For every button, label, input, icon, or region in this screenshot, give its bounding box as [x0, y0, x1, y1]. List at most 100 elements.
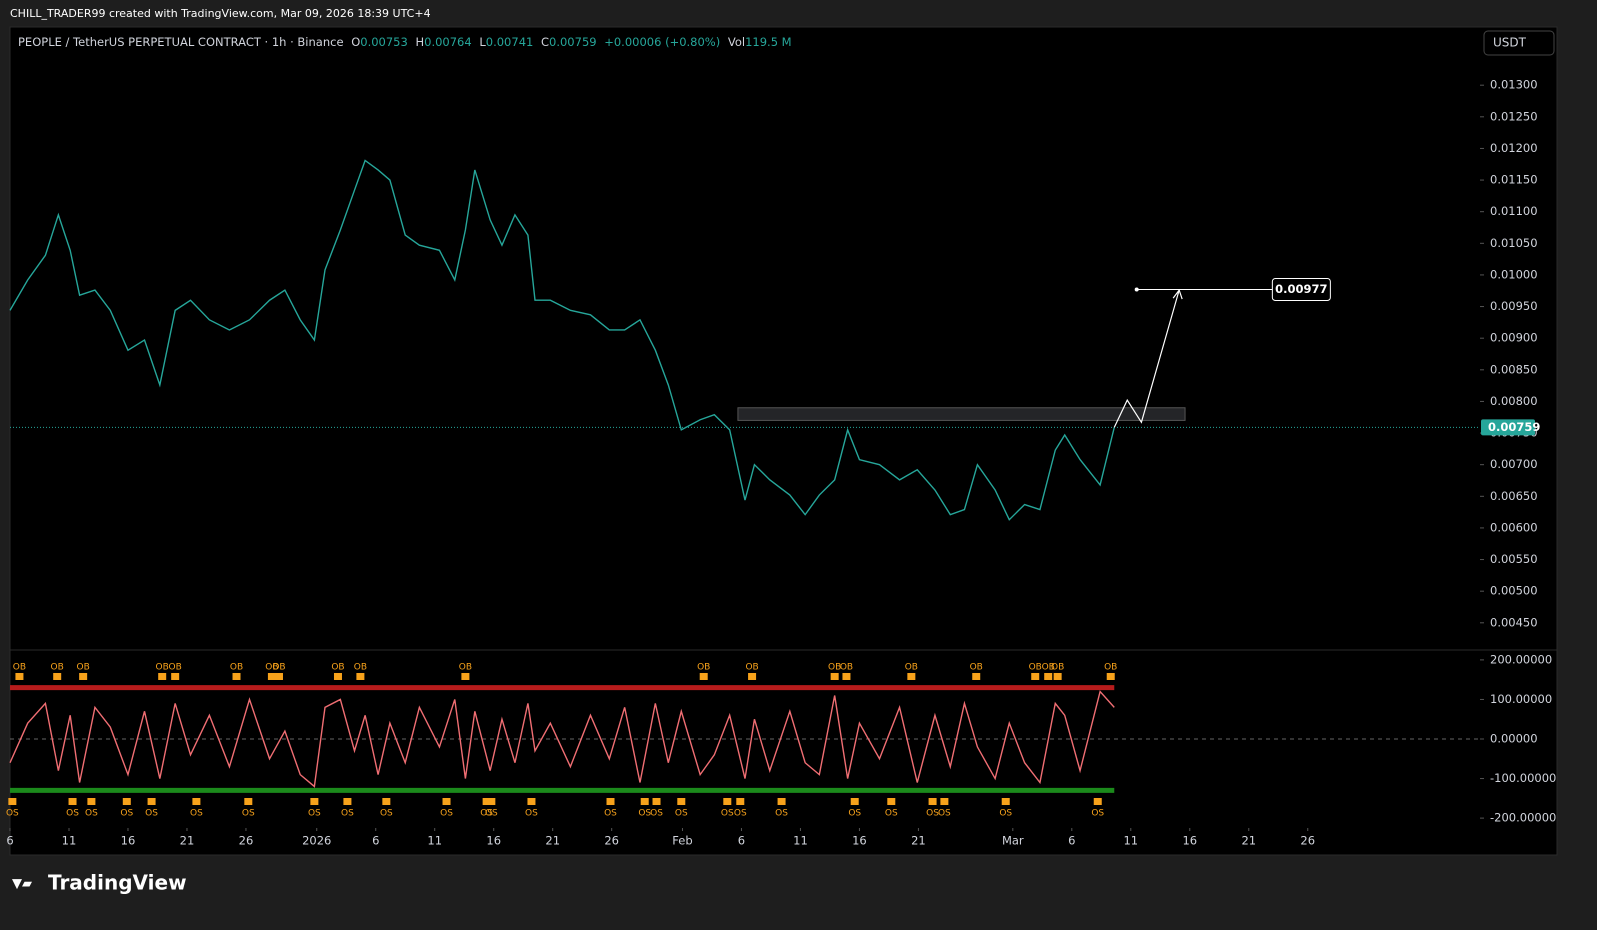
y-tick-label: 0.00850	[1490, 362, 1538, 376]
ob-marker	[972, 673, 981, 680]
ob-label: OB	[840, 663, 853, 673]
x-tick-label: 6	[372, 834, 379, 848]
os-label: OS	[721, 809, 734, 819]
l-value: 0.00741	[486, 35, 534, 49]
target-dot	[1134, 287, 1139, 292]
c-value: 0.00759	[549, 35, 597, 49]
os-marker	[640, 798, 649, 805]
x-tick-label: 16	[121, 834, 136, 848]
ob-label: OB	[156, 663, 169, 673]
os-label: OS	[775, 809, 788, 819]
ob-marker	[333, 673, 342, 680]
os-label: OS	[926, 809, 939, 819]
os-label: OS	[999, 809, 1012, 819]
os-label: OS	[145, 809, 158, 819]
os-label: OS	[341, 809, 354, 819]
vol-label: Vol	[728, 35, 745, 49]
y-tick-label: 0.01250	[1490, 109, 1538, 123]
h-label: H	[415, 35, 424, 49]
zone	[737, 407, 1186, 421]
os-marker	[122, 798, 131, 805]
ob-label: OB	[1029, 663, 1042, 673]
last-price-box	[1481, 419, 1535, 436]
os-marker	[928, 798, 937, 805]
brand: TradingView	[48, 871, 187, 895]
os-label: OS	[675, 809, 688, 819]
x-tick-label: 16	[1182, 834, 1197, 848]
y-tick-label: 0.00550	[1490, 552, 1538, 566]
os-marker	[940, 798, 949, 805]
y-tick-label: 0.00600	[1490, 520, 1538, 534]
os-marker	[8, 798, 17, 805]
x-tick-label: 6	[738, 834, 745, 848]
target-box	[1271, 277, 1331, 301]
ob-marker	[748, 673, 757, 680]
vol-value: 119.5 M	[745, 35, 792, 49]
ob-marker	[830, 673, 839, 680]
ob-label: OB	[1104, 663, 1117, 673]
x-tick-label: 26	[239, 834, 254, 848]
os-marker	[652, 798, 661, 805]
series-line	[9, 690, 1115, 788]
os-marker	[527, 798, 536, 805]
ob-marker	[158, 673, 167, 680]
x-tick-label: 11	[1123, 834, 1138, 848]
x-tick-label: 11	[427, 834, 442, 848]
y-tick-label: 0.00700	[1490, 457, 1538, 471]
os-marker	[606, 798, 615, 805]
last-price-label: 0.00759	[1488, 420, 1540, 434]
x-tick-label: 21	[180, 834, 195, 848]
ob-marker	[1044, 673, 1053, 680]
y-tick-label: 0.00000	[1490, 732, 1538, 746]
ob-label: OB	[697, 663, 710, 673]
x-tick-label: 16	[852, 834, 867, 848]
y-tick-label: 0.00800	[1490, 394, 1538, 408]
ob-marker	[53, 673, 62, 680]
x-tick-label: 6	[6, 834, 13, 848]
ob-marker	[1106, 673, 1115, 680]
ob-marker	[699, 673, 708, 680]
y-tick-label: 0.01100	[1490, 204, 1538, 218]
os-label: OS	[638, 809, 651, 819]
y-tick-label: 0.01050	[1490, 236, 1538, 250]
brand-logo: ▼▰	[12, 877, 32, 892]
c-label: C	[541, 35, 549, 49]
y-tick-label: 0.01000	[1490, 267, 1538, 281]
os-label: OS	[650, 809, 663, 819]
ob-marker	[171, 673, 180, 680]
os-label: OS	[85, 809, 98, 819]
os-label: OS	[380, 809, 393, 819]
os-marker	[382, 798, 391, 805]
h-value: 0.00764	[424, 35, 472, 49]
ob-label: OB	[970, 663, 983, 673]
y-tick-label: 0.01300	[1490, 78, 1538, 92]
ob-label: OB	[77, 663, 90, 673]
os-label: OS	[190, 809, 203, 819]
ob-label: OB	[272, 663, 285, 673]
chart-area	[9, 26, 1558, 856]
symbol: PEOPLE / TetherUS PERPETUAL CONTRACT · 1…	[18, 35, 344, 49]
os-marker	[68, 798, 77, 805]
os-label: OS	[604, 809, 617, 819]
y-tick-label: 0.01150	[1490, 173, 1538, 187]
x-tick-label: 6	[1068, 834, 1075, 848]
y-tick-label: 0.00900	[1490, 331, 1538, 345]
x-tick-label: 26	[1300, 834, 1315, 848]
currency[interactable]: USDT	[1493, 36, 1527, 50]
ob-marker	[15, 673, 24, 680]
x-tick-label: 26	[604, 834, 619, 848]
os-marker	[343, 798, 352, 805]
currency-button[interactable]	[1483, 30, 1555, 56]
ob-marker	[267, 673, 276, 680]
os-label: OS	[525, 809, 538, 819]
os-marker	[147, 798, 156, 805]
legend: PEOPLE / TetherUS PERPETUAL CONTRACT · 1…	[18, 35, 792, 49]
y-tick-label: 200.00000	[1490, 652, 1552, 666]
ob-label: OB	[230, 663, 243, 673]
os-marker	[850, 798, 859, 805]
ob-label: OB	[169, 663, 182, 673]
os-marker	[1001, 798, 1010, 805]
target-label: 0.00977	[1275, 282, 1327, 296]
os-marker	[1093, 798, 1102, 805]
